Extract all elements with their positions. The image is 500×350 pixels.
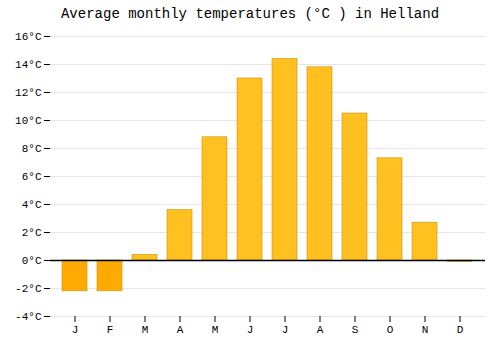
svg-text:8°C: 8°C bbox=[22, 143, 42, 155]
svg-text:12°C: 12°C bbox=[15, 87, 42, 99]
svg-text:-4°C: -4°C bbox=[15, 311, 42, 323]
svg-text:6°C: 6°C bbox=[22, 171, 42, 183]
svg-text:A: A bbox=[317, 324, 324, 336]
svg-text:M: M bbox=[212, 324, 219, 336]
svg-text:A: A bbox=[177, 324, 184, 336]
svg-text:O: O bbox=[387, 324, 394, 336]
svg-text:4°C: 4°C bbox=[22, 199, 42, 211]
svg-text:-2°C: -2°C bbox=[15, 283, 42, 295]
html-text:Average monthly temperatures (: Average monthly temperatures (°C ) in He… bbox=[61, 6, 439, 22]
svg-text:10°C: 10°C bbox=[15, 115, 42, 127]
svg-text:D: D bbox=[457, 324, 464, 336]
svg-text:J: J bbox=[247, 324, 254, 336]
svg-text:J: J bbox=[282, 324, 289, 336]
svg-text:F: F bbox=[107, 324, 114, 336]
svg-text:0°C: 0°C bbox=[22, 255, 42, 267]
svg-text:J: J bbox=[72, 324, 79, 336]
svg-text:16°C: 16°C bbox=[15, 31, 42, 43]
svg-text:S: S bbox=[352, 324, 359, 336]
svg-text:M: M bbox=[142, 324, 149, 336]
svg-text:14°C: 14°C bbox=[15, 59, 42, 71]
svg-text:N: N bbox=[422, 324, 429, 336]
svg-text:2°C: 2°C bbox=[22, 227, 42, 239]
